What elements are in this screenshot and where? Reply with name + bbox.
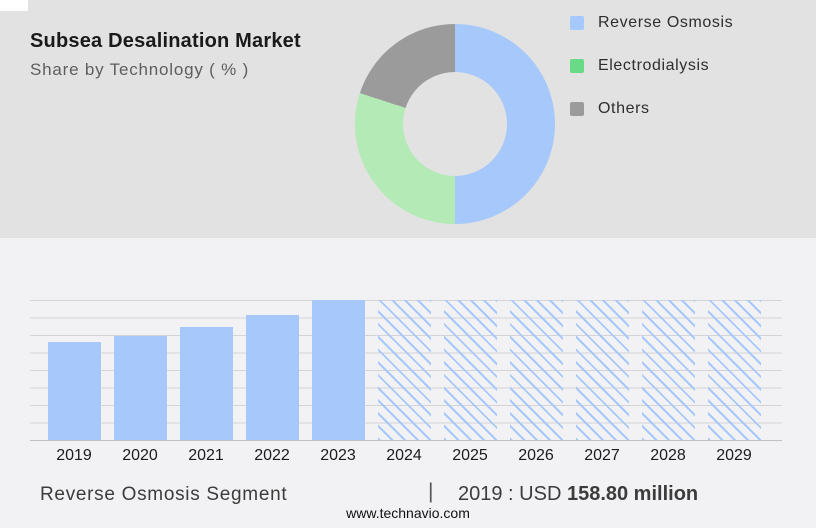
bar-2029[interactable] — [707, 300, 761, 440]
value-line: 2019 : USD 158.80 million — [458, 483, 698, 506]
website-url[interactable]: www.technavio.com — [346, 505, 470, 521]
bar-2024[interactable] — [377, 300, 431, 440]
page-subtitle: Share by Technology ( % ) — [30, 60, 250, 79]
bar-2023[interactable] — [311, 300, 365, 440]
bar-2021[interactable] — [179, 327, 233, 440]
bar-plot — [30, 300, 782, 441]
legend-item-electrodialysis[interactable]: Electrodialysis — [570, 57, 733, 75]
legend-item-reverse-osmosis[interactable]: Reverse Osmosis — [570, 14, 733, 32]
x-axis-label-2027: 2027 — [584, 447, 620, 464]
x-axis-label-2020: 2020 — [122, 447, 158, 464]
x-axis-label-2021: 2021 — [188, 447, 224, 464]
share-panel: Subsea Desalination Market Share by Tech… — [0, 0, 816, 238]
x-axis-label-2029: 2029 — [716, 447, 752, 464]
x-axis: 2019 2020 2021 2022 2023 2024 2025 2026 2027 2028… — [30, 441, 782, 469]
x-axis-label-2024: 2024 — [386, 447, 422, 464]
bar-2020[interactable] — [113, 336, 167, 440]
x-axis-label-2025: 2025 — [452, 447, 488, 464]
legend-marker-others-icon — [570, 102, 584, 116]
corner-notch — [0, 0, 28, 11]
donut-chart[interactable] — [355, 24, 555, 224]
legend-label-reverse-osmosis: Reverse Osmosis — [598, 14, 734, 31]
bar-2028[interactable] — [641, 300, 695, 440]
page-title: Subsea Desalination Market — [30, 30, 301, 52]
legend: Reverse Osmosis Electrodialysis Others — [570, 14, 733, 143]
value-amount: 158.80 million — [566, 483, 699, 505]
legend-marker-reverse-osmosis-icon — [570, 16, 584, 30]
x-axis-label-2028: 2028 — [650, 447, 686, 464]
value-prefix: 2019 : USD — [458, 483, 567, 505]
legend-marker-electrodialysis-icon — [570, 59, 584, 73]
bar-2027[interactable] — [575, 300, 629, 440]
x-axis-label-2022: 2022 — [254, 447, 290, 464]
x-axis-label-2026: 2026 — [518, 447, 554, 464]
bar-2019[interactable] — [47, 342, 101, 440]
separator: | — [428, 480, 434, 503]
x-axis-label-2023: 2023 — [320, 447, 356, 464]
donut-hole — [403, 72, 507, 176]
legend-item-others[interactable]: Others — [570, 100, 733, 118]
bar-2025[interactable] — [443, 300, 497, 440]
x-axis-label-2019: 2019 — [56, 447, 92, 464]
trend-panel: 2019 2020 2021 2022 2023 2024 2025 2026 2027 2028… — [0, 238, 816, 528]
legend-label-others: Others — [598, 100, 650, 117]
segment-label: Reverse Osmosis Segment — [40, 484, 288, 505]
legend-label-electrodialysis: Electrodialysis — [598, 57, 710, 74]
bar-2022[interactable] — [245, 315, 299, 440]
bar-2026[interactable] — [509, 300, 563, 440]
